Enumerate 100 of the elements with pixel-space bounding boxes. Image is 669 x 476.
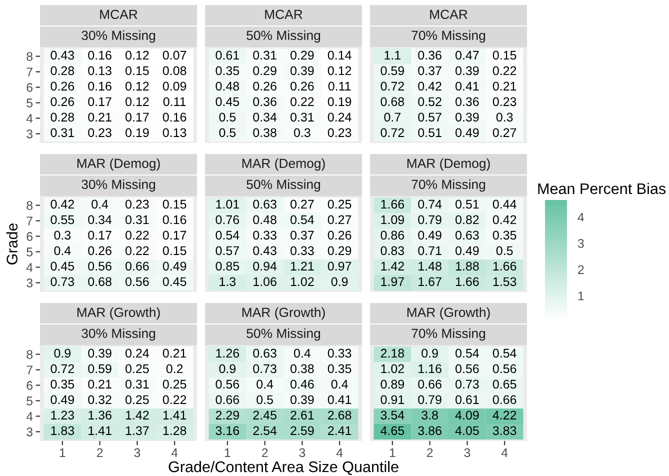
data-label: 1.66	[456, 277, 479, 286]
color-bar-label: 1	[578, 292, 584, 300]
data-label: 0.22	[162, 395, 186, 404]
y-tick-label: 6	[26, 232, 33, 241]
data-label: 0.45	[50, 262, 74, 271]
data-label: 3.54	[380, 410, 404, 420]
y-tick-label: 7	[26, 216, 32, 226]
data-label: 3.83	[492, 426, 516, 436]
data-label: 0.59	[88, 364, 112, 374]
data-label: 0.32	[88, 395, 112, 404]
data-label: 2.59	[290, 426, 314, 436]
data-label: 2.29	[216, 410, 239, 420]
data-label: 2.45	[253, 410, 276, 420]
data-label: 0.91	[380, 395, 404, 404]
data-label: 1.1	[384, 50, 401, 60]
data-label: 4.09	[455, 410, 479, 420]
y-tick-label: 7	[26, 68, 32, 76]
y-tick-label: 7	[26, 366, 32, 374]
data-label: 0.37	[290, 230, 314, 240]
data-label: 0.33	[290, 246, 314, 256]
data-label: 0.49	[456, 128, 479, 138]
chart-title: MCAR	[265, 10, 302, 20]
data-label: 0.25	[126, 395, 149, 404]
data-label: 0.16	[88, 50, 112, 60]
data-label: 0.36	[456, 97, 479, 106]
data-label: 0.14	[328, 50, 352, 60]
data-label: 0.66	[216, 395, 240, 404]
data-label: 0.49	[50, 395, 74, 404]
data-label: 0.21	[492, 82, 516, 91]
chart-title: MAR (Growth)	[242, 307, 325, 320]
data-label: 0.26	[50, 82, 74, 91]
chart-subtitle: 30% Missing	[82, 30, 156, 43]
data-label: 0.73	[50, 277, 74, 286]
y-tick-label: 3	[26, 428, 33, 436]
data-label: 1.21	[290, 262, 314, 270]
data-label: 0.22	[290, 97, 314, 106]
data-label: 0.35	[50, 380, 74, 389]
data-label: 0.34	[88, 215, 112, 224]
data-label: 0.15	[492, 50, 516, 60]
data-label: 0.23	[88, 128, 112, 138]
data-label: 0.89	[380, 380, 404, 389]
data-label: 2.18	[380, 348, 404, 358]
y-tick-label: 5	[26, 98, 33, 108]
data-label: 0.79	[418, 395, 442, 404]
data-label: 0.26	[290, 82, 314, 91]
data-label: 0.9	[54, 348, 71, 358]
data-label: 0.25	[328, 200, 352, 209]
data-label: 0.27	[290, 200, 314, 209]
data-label: 0.56	[126, 277, 149, 286]
x-tick-label: 1	[224, 448, 230, 458]
data-label: 2.41	[328, 426, 352, 435]
data-label: 0.22	[492, 66, 516, 76]
data-label: 1.41	[163, 410, 186, 420]
data-label: 1.37	[126, 426, 149, 436]
data-label: 0.5	[219, 128, 236, 138]
data-label: 0.21	[88, 380, 112, 389]
data-label: 0.2	[166, 364, 183, 374]
data-label: 0.73	[456, 380, 479, 389]
chart-subtitle: 70% Missing	[412, 30, 486, 43]
data-label: 0.35	[492, 230, 516, 240]
data-label: 0.33	[253, 230, 276, 240]
data-label: 0.27	[492, 128, 516, 138]
data-label: 0.34	[253, 112, 277, 122]
data-label: 0.4	[331, 380, 348, 389]
data-label: 0.72	[380, 128, 404, 138]
data-label: 0.45	[216, 97, 240, 106]
data-label: 0.23	[126, 200, 149, 209]
data-label: 0.39	[456, 66, 479, 76]
data-label: 0.31	[50, 128, 74, 138]
data-label: 0.31	[253, 50, 276, 60]
data-label: 0.42	[50, 200, 74, 209]
data-label: 1.36	[88, 410, 112, 420]
color-bar-label: 2	[578, 265, 584, 274]
data-label: 0.4	[54, 246, 71, 256]
data-label: 0.21	[88, 112, 112, 122]
data-label: 0.23	[328, 128, 352, 138]
data-label: 0.39	[290, 66, 314, 76]
data-label: 0.47	[456, 50, 479, 60]
data-label: 0.3	[496, 112, 513, 122]
data-label: 0.07	[162, 50, 186, 60]
data-label: 3.86	[418, 426, 442, 436]
data-label: 0.28	[50, 112, 74, 122]
data-label: 0.74	[418, 200, 442, 209]
data-label: 1.53	[493, 277, 516, 286]
x-tick-label: 4	[171, 448, 178, 458]
data-label: 1.26	[216, 348, 240, 358]
data-label: 0.22	[126, 246, 149, 256]
y-tick-label: 6	[26, 83, 33, 92]
data-label: 0.72	[380, 82, 404, 91]
data-label: 0.15	[162, 200, 186, 209]
data-label: 0.37	[418, 66, 442, 76]
data-label: 0.49	[456, 246, 479, 256]
data-label: 0.48	[253, 215, 276, 224]
data-label: 0.71	[418, 246, 442, 256]
data-label: 0.4	[294, 348, 311, 358]
chart-title: MAR (Demog)	[77, 158, 160, 171]
data-label: 1.01	[216, 200, 239, 209]
data-label: 0.59	[380, 66, 404, 76]
data-label: 0.35	[216, 66, 240, 76]
data-label: 0.17	[162, 230, 186, 240]
